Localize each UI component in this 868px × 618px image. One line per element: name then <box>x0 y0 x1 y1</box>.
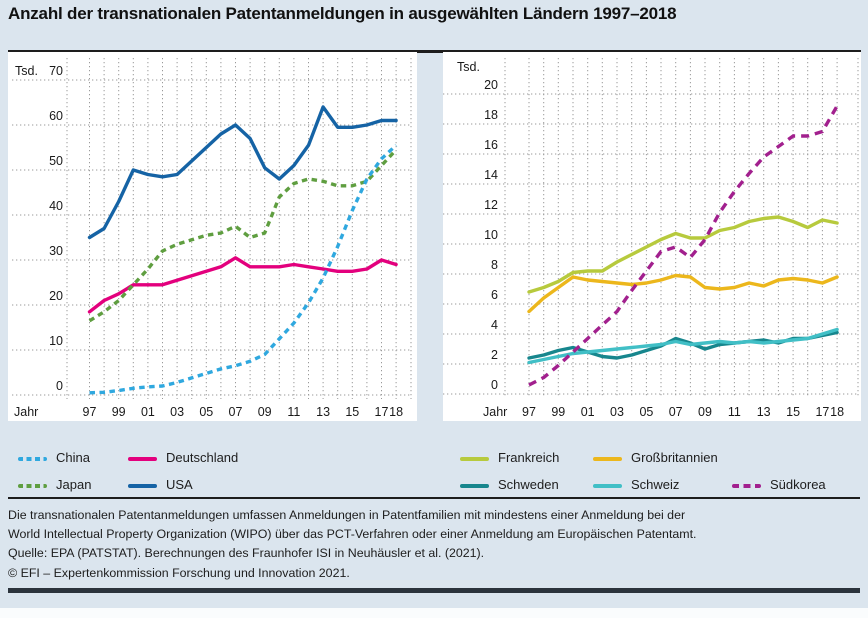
svg-text:2: 2 <box>491 348 498 362</box>
svg-text:99: 99 <box>112 405 126 419</box>
schweden-line-swatch <box>460 484 489 488</box>
svg-text:07: 07 <box>669 405 683 419</box>
svg-text:11: 11 <box>728 405 741 419</box>
svg-text:15: 15 <box>786 405 800 419</box>
legend-label: Großbritannien <box>631 450 718 465</box>
svg-text:Jahr: Jahr <box>483 405 507 419</box>
svg-text:13: 13 <box>316 405 330 419</box>
svg-text:8: 8 <box>491 258 498 272</box>
svg-text:20: 20 <box>49 289 63 303</box>
legend-label: Schweden <box>498 477 559 492</box>
legend-item-deutschland: Deutschland <box>128 450 238 470</box>
svg-text:07: 07 <box>229 405 243 419</box>
svg-text:14: 14 <box>484 168 498 182</box>
footnote-line-2: World Intellectual Property Organization… <box>8 527 697 542</box>
footnote-line-4: © EFI – Expertenkommission Forschung und… <box>8 565 350 580</box>
svg-text:0: 0 <box>491 378 498 392</box>
svg-text:16: 16 <box>484 138 498 152</box>
svg-text:18: 18 <box>389 405 403 419</box>
right-line-chart: 0 2 4 6 8 10 12 14 16 18 20 Tsd. Jahr 97 99 01 03 05 07 09 1… <box>443 52 861 421</box>
left-line-chart: 0 10 20 30 40 50 60 70 Tsd. Jahr 97 99 01 03 05 07 09 11 1… <box>8 52 417 421</box>
svg-text:05: 05 <box>639 405 653 419</box>
figure-title: Anzahl der transnationalen Patentanmeldu… <box>8 4 677 23</box>
svg-text:20: 20 <box>484 78 498 92</box>
legend-item-schweiz: Schweiz <box>593 477 679 497</box>
svg-text:50: 50 <box>49 154 63 168</box>
title-rule <box>8 50 861 53</box>
svg-text:0: 0 <box>56 379 63 393</box>
legend-divider-rule <box>8 497 860 499</box>
svg-text:60: 60 <box>49 109 63 123</box>
legend-label: Deutschland <box>166 450 239 465</box>
svg-text:6: 6 <box>491 288 498 302</box>
svg-text:12: 12 <box>484 198 498 212</box>
svg-text:30: 30 <box>49 244 63 258</box>
svg-text:Tsd.: Tsd. <box>15 64 38 78</box>
footnote-line-1: Die transnationalen Patentanmeldungen um… <box>8 508 686 522</box>
svg-text:70: 70 <box>49 64 63 78</box>
suedkorea-line-swatch <box>732 484 761 488</box>
legend-item-usa: USA <box>128 477 193 497</box>
legend-label: Südkorea <box>770 477 826 492</box>
svg-text:10: 10 <box>484 228 498 242</box>
japan-line-swatch <box>18 484 47 488</box>
legend-label: Schweiz <box>631 477 680 492</box>
svg-text:18: 18 <box>484 108 498 122</box>
legend-item-frankreich: Frankreich <box>460 450 559 470</box>
svg-text:09: 09 <box>258 405 272 419</box>
legend-label: Japan <box>56 477 92 492</box>
svg-text:17: 17 <box>375 405 389 419</box>
frankreich-line-swatch <box>460 457 489 461</box>
svg-text:15: 15 <box>345 405 359 419</box>
legend-item-japan: Japan <box>18 477 91 497</box>
legend-item-grossbritannien: Großbritannien <box>593 450 718 470</box>
svg-text:13: 13 <box>757 405 771 419</box>
legend-item-suedkorea: Südkorea <box>732 477 826 497</box>
svg-text:11: 11 <box>287 405 300 419</box>
svg-text:09: 09 <box>698 405 712 419</box>
deutschland-line-swatch <box>128 457 157 461</box>
legend-label: China <box>56 450 90 465</box>
svg-text:03: 03 <box>610 405 624 419</box>
svg-text:4: 4 <box>491 318 498 332</box>
bottom-margin-strip <box>0 608 868 618</box>
schweiz-line-swatch <box>593 484 622 488</box>
legend-label: Frankreich <box>498 450 560 465</box>
svg-text:40: 40 <box>49 199 63 213</box>
figure-footnote: Die transnationalen Patentanmeldungen um… <box>8 506 860 583</box>
svg-text:97: 97 <box>83 405 97 419</box>
svg-text:18: 18 <box>830 405 844 419</box>
svg-text:01: 01 <box>581 405 595 419</box>
svg-text:03: 03 <box>170 405 184 419</box>
svg-text:17: 17 <box>815 405 829 419</box>
svg-text:01: 01 <box>141 405 155 419</box>
svg-text:05: 05 <box>199 405 213 419</box>
legend-item-schweden: Schweden <box>460 477 559 497</box>
svg-text:Tsd.: Tsd. <box>457 60 480 74</box>
grossbritannien-line-swatch <box>593 457 622 461</box>
legend-item-china: China <box>18 450 90 470</box>
svg-text:99: 99 <box>551 405 565 419</box>
figure-bottom-bar <box>8 588 860 593</box>
footnote-line-3: Quelle: EPA (PATSTAT). Berechnungen des … <box>8 546 485 561</box>
legend-label: USA <box>166 477 193 492</box>
svg-text:10: 10 <box>49 334 63 348</box>
china-line-swatch <box>18 457 47 461</box>
svg-text:Jahr: Jahr <box>14 405 38 419</box>
usa-line-swatch <box>128 484 157 488</box>
svg-text:97: 97 <box>522 405 536 419</box>
